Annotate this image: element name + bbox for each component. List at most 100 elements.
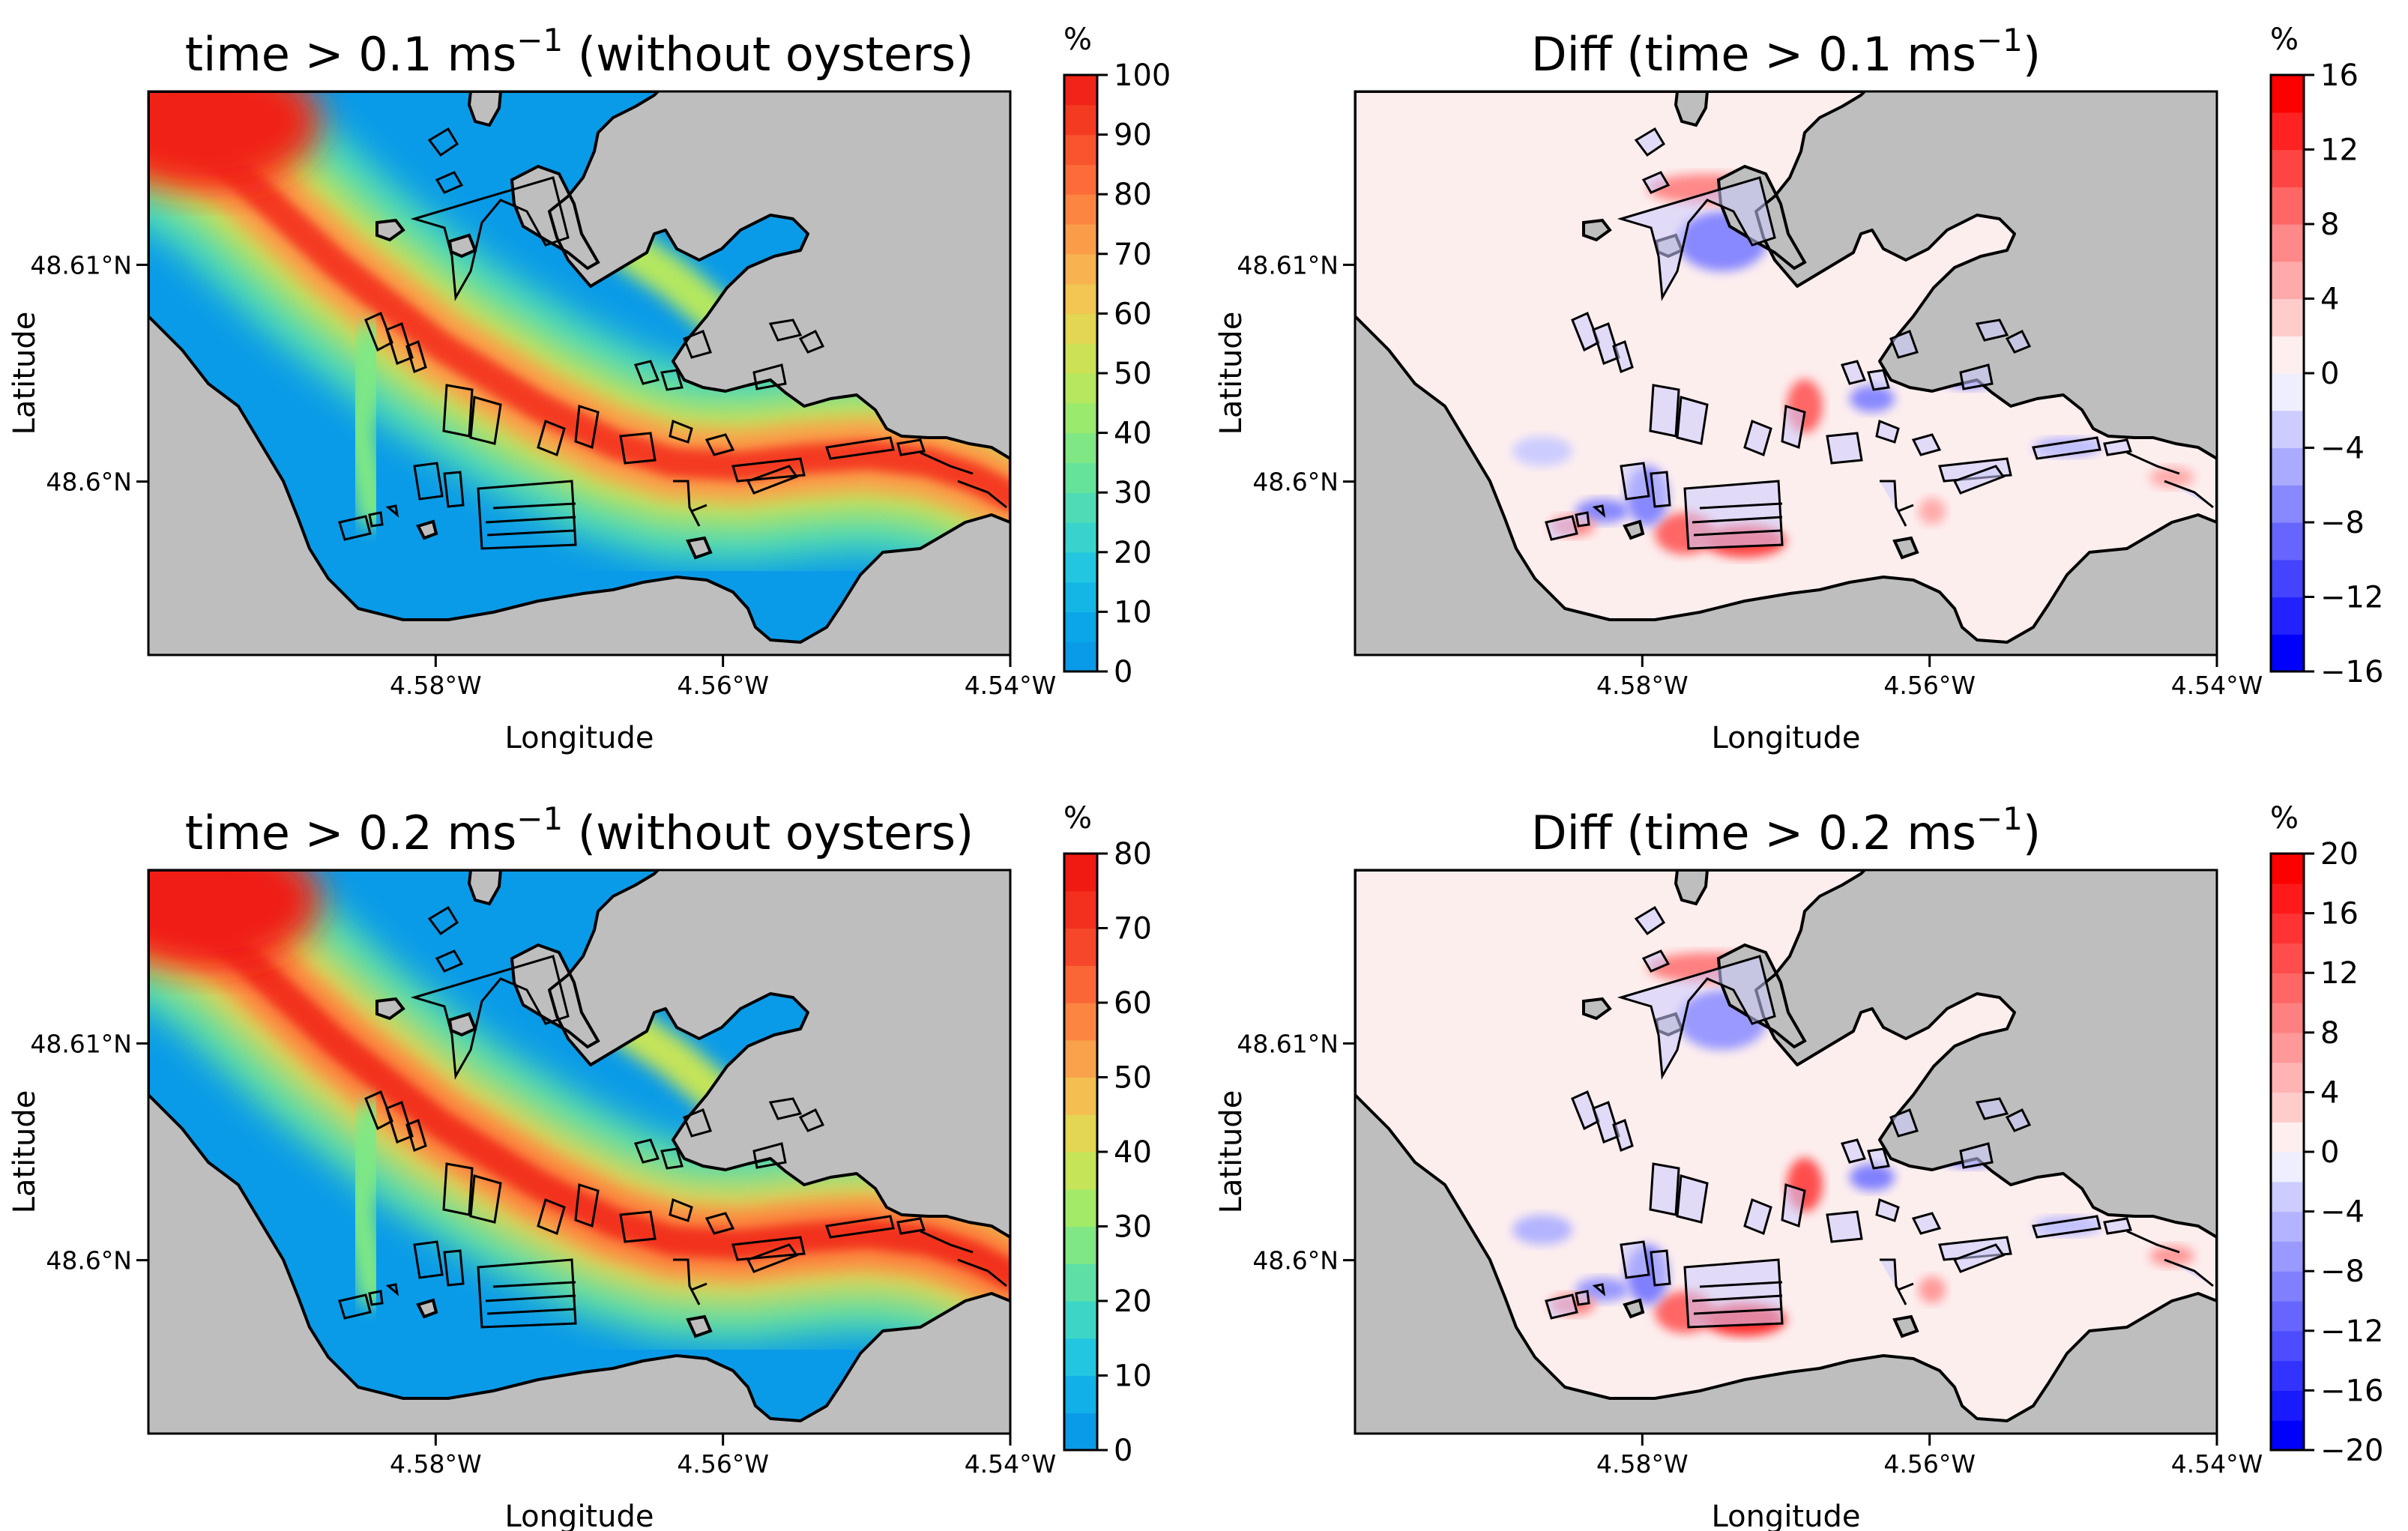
- axes-frame: [1354, 869, 2218, 1435]
- y-tick-label: 48.6°N: [1252, 1246, 1339, 1275]
- x-tick-label: 4.54°W: [2171, 671, 2263, 700]
- map-area: [1355, 870, 2217, 1434]
- oyster-farm-28: [731, 1236, 806, 1261]
- oyster-farm-34: [691, 1282, 707, 1291]
- colorbar-level: [1064, 1263, 1097, 1302]
- colorbar-level: [1064, 224, 1097, 255]
- oyster-farm-24: [1875, 419, 1900, 444]
- colorbar-level: [1064, 283, 1097, 314]
- colorbar-level: [1064, 522, 1097, 553]
- oyster-farm-13: [485, 1294, 576, 1302]
- colorbar-level: [1064, 1226, 1097, 1264]
- colorbar-level: [1064, 1039, 1097, 1078]
- y-axis-label: Latitude: [7, 1090, 42, 1214]
- oyster-farm-12: [492, 502, 576, 510]
- field-layer: [148, 870, 1010, 1372]
- y-axis-label: Latitude: [7, 312, 42, 435]
- colorbar-level: [2271, 1420, 2304, 1451]
- title-exponent: −1: [1976, 800, 2023, 837]
- colorbar-level: [2271, 1271, 2304, 1302]
- island-1: [1674, 870, 1710, 906]
- colorbar-level: [1064, 582, 1097, 612]
- colorbar-level: [2271, 1360, 2304, 1391]
- y-tick-label: 48.6°N: [46, 1246, 132, 1275]
- oyster-farm-8: [469, 396, 502, 445]
- axes-frame: [147, 90, 1012, 656]
- colorbar-tick-label: 0: [2320, 357, 2339, 391]
- oyster-farm-6: [1612, 1118, 1634, 1153]
- title-exponent: −1: [516, 22, 563, 58]
- oyster-farm-23: [537, 1198, 566, 1236]
- oyster-farm-35: [920, 451, 974, 475]
- oyster-farm-36: [2164, 1258, 2214, 1287]
- field-anomaly-15: [2149, 1245, 2194, 1266]
- oyster-farm-30: [2103, 1217, 2132, 1235]
- oyster-farm-7: [442, 1162, 474, 1216]
- island-3: [1582, 218, 1612, 242]
- field-anomaly-15: [2149, 467, 2194, 488]
- colorbar-level: [2271, 336, 2304, 374]
- oyster-farm-24: [669, 419, 693, 444]
- oyster-farm-21: [1867, 369, 1890, 391]
- oyster-farm-31: [746, 1243, 799, 1273]
- colorbar-tick-label: 70: [1114, 238, 1152, 272]
- colorbar-tick-label: 80: [1114, 837, 1152, 872]
- oyster-farm-24: [669, 1198, 693, 1222]
- oyster-farm-7: [1649, 1162, 1680, 1216]
- y-tick-label: 48.61°N: [30, 250, 132, 280]
- x-axis-label: Longitude: [1712, 721, 1861, 755]
- oyster-farm-24: [1875, 1198, 1900, 1222]
- field-peak-nw: [148, 870, 321, 967]
- oyster-farm-22: [1889, 1108, 1919, 1138]
- colorbar-level: [2271, 1241, 2304, 1272]
- field-branch-sw: [341, 321, 390, 528]
- oyster-farm-11: [477, 480, 577, 550]
- oyster-farm-17: [385, 504, 399, 518]
- colorbar-tick-label: −8: [2320, 506, 2365, 540]
- colorbar: 0 10 20 30 40 50 60 70 80%: [1063, 801, 1152, 1468]
- colorbar-level: [2271, 973, 2304, 1003]
- oyster-farm-7: [442, 384, 474, 438]
- title-prefix: Diff (time: [1531, 27, 1764, 82]
- oyster-farm-8: [1676, 396, 1709, 445]
- oyster-farm-11: [1683, 480, 1784, 550]
- colorbar-level: [2271, 149, 2304, 187]
- oyster-farm-32: [2032, 436, 2101, 460]
- oyster-farm-22: [683, 1108, 712, 1138]
- oyster-farm-27: [798, 329, 825, 354]
- colorbar-level: [1064, 75, 1097, 106]
- colorbar-level: [1064, 462, 1097, 493]
- oyster-farm-20: [1840, 1138, 1867, 1164]
- oyster-farm-32: [825, 436, 895, 460]
- oyster-farms: [1545, 127, 2214, 550]
- colorbar-tick-label: 20: [2320, 837, 2359, 872]
- colorbar: −16 −12 −8 −4 0 4 8 12 16%: [2269, 22, 2383, 689]
- oyster-farm-35: [2126, 451, 2180, 475]
- title-suffix: ): [2023, 27, 2041, 82]
- oyster-farm-26: [1975, 1097, 2009, 1120]
- panel-title: Diff (time > 0.1 ms−1): [1531, 22, 2041, 82]
- oyster-farm-16: [1575, 1290, 1590, 1306]
- colorbar-level: [1064, 194, 1097, 225]
- colorbar-level: [2271, 1301, 2304, 1332]
- island-6: [1892, 536, 1919, 560]
- oyster-farm-31: [746, 465, 799, 495]
- field-anomaly-12: [1919, 1276, 1946, 1303]
- field-anomaly-13: [1512, 436, 1572, 466]
- oyster-farm-29: [1911, 1212, 1942, 1235]
- oyster-farm-10: [1650, 471, 1671, 508]
- oyster-farm-32: [2032, 1215, 2101, 1239]
- oyster-farm-17: [1592, 504, 1606, 518]
- colorbar-level: [1064, 1301, 1097, 1339]
- map-area: [148, 870, 1010, 1434]
- colorbar-level: [2271, 410, 2304, 449]
- oyster-farm-2: [1641, 171, 1671, 194]
- colorbar-level: [2271, 597, 2304, 635]
- colorbar-level: [2271, 1122, 2304, 1153]
- island-6: [686, 536, 713, 560]
- colorbar-level: [2271, 485, 2304, 523]
- colorbar-level: [2271, 1032, 2304, 1063]
- colorbar-tick-label: 8: [2320, 208, 2339, 242]
- island-6: [1892, 1314, 1919, 1338]
- field-band-peak: [148, 885, 1010, 1290]
